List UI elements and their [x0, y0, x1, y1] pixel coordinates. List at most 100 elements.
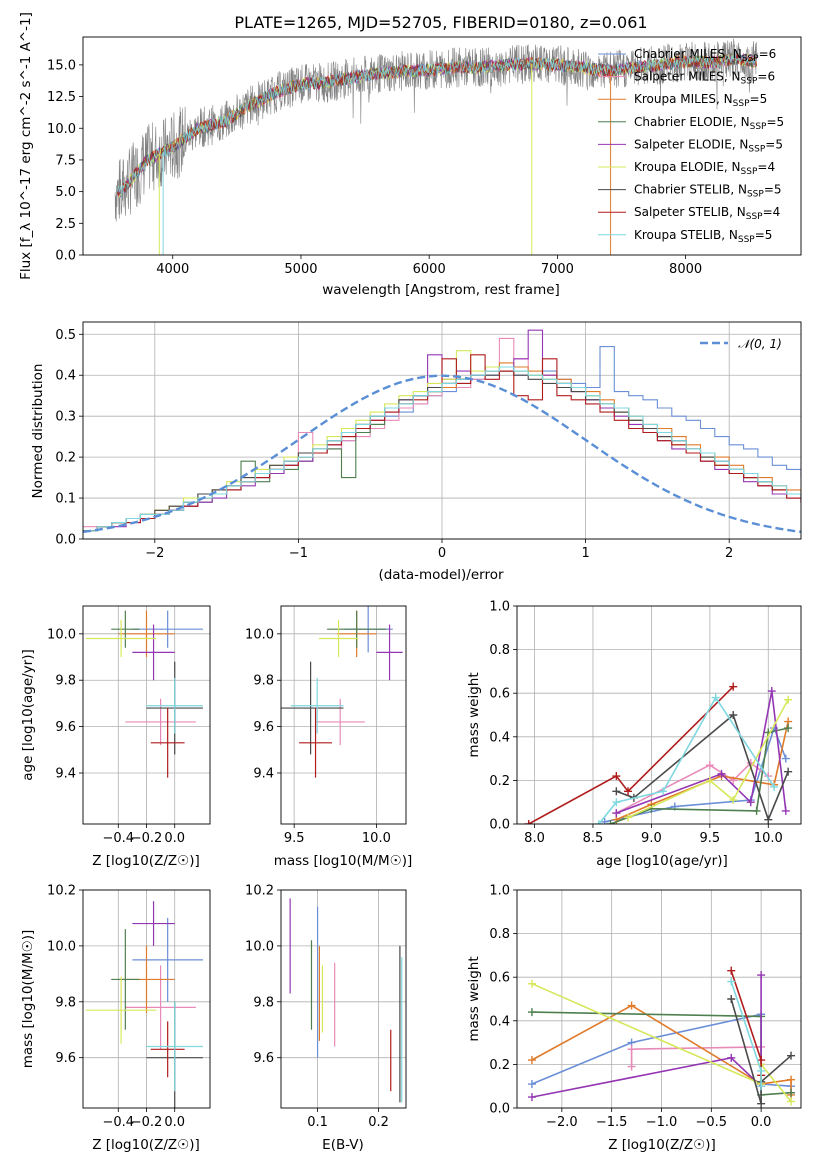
weight-vs-age-panel-marker-1-1 [705, 761, 714, 770]
weight-vs-z-panel-marker-7-1 [757, 1056, 766, 1065]
spectrum-panel-xtick-label-0: 4000 [156, 262, 189, 277]
weight-vs-z-panel-ytick-label-4: 0.8 [489, 927, 510, 942]
mass-vs-ebv-panel-xtick-label-1: 0.2 [368, 1115, 389, 1130]
mass-vs-z-panel-xtick-label-0: −0.4 [102, 1115, 134, 1130]
weight-vs-age-panel-marker-6-3 [764, 815, 773, 824]
age-vs-mass-panel-ytick-label-2: 9.8 [253, 674, 274, 689]
weight-vs-age-panel-marker-8-2 [659, 787, 668, 796]
weight-vs-z-panel-marker-5-0 [527, 979, 536, 988]
spectrum-panel-frame [82, 36, 802, 256]
residual-panel-xtick-label-4: 2 [725, 546, 733, 561]
mass-vs-z-ylabel: mass [log10(M/M☉)] [20, 930, 36, 1069]
residual-panel-ytick-label-1: 0.1 [55, 492, 76, 507]
weight-vs-z-panel-marker-3-0 [527, 1008, 536, 1017]
spectrum-plot-area [114, 38, 758, 255]
residual-panel-ytick-label-4: 0.4 [55, 369, 76, 384]
weight-vs-z-panel-marker-4-1 [727, 1053, 736, 1062]
weight-vs-z-panel-series-4 [531, 975, 762, 1098]
residual-panel-xtick-label-2: 0 [438, 546, 446, 561]
weight-vs-z-panel-ytick-label-3: 0.6 [489, 971, 510, 986]
legend-label-1: Salpeter MILES, NSSP=6 [634, 70, 775, 87]
spectrum-panel-ytick-label-5: 12.5 [47, 90, 76, 105]
weight-vs-z-panel-xtick-label-2: −1.0 [646, 1115, 678, 1130]
weight-vs-age-panel-marker-4-2 [746, 798, 755, 807]
weight-vs-age-panel-ytick-label-4: 0.8 [489, 643, 510, 658]
weight-vs-z-panel-marker-1-1 [627, 1045, 636, 1054]
age-vs-z-xlabel: Z [log10(Z/Z☉)] [92, 853, 200, 869]
weight-vs-age-panel-marker-0-0 [600, 817, 609, 824]
weight-vs-z-panel-marker-3-3 [787, 1088, 796, 1097]
weight-vs-z-panel-marker-8-2 [757, 1082, 766, 1091]
age-vs-mass-panel-frame [280, 605, 407, 825]
age-vs-mass-panel-ytick-label-0: 9.4 [253, 766, 274, 781]
spectrum-panel-xtick-label-1: 5000 [284, 262, 317, 277]
residual-ylabel: Normed distribution [30, 364, 46, 499]
weight-vs-age-panel-marker-5-2 [729, 796, 738, 805]
weight-vs-age-panel-marker-8-0 [594, 820, 603, 824]
weight-vs-age-panel-ytick-label-0: 0.0 [489, 818, 510, 833]
age-vs-z-panel-ytick-label-0: 9.4 [55, 766, 76, 781]
weight-vs-age-panel-marker-4-0 [612, 809, 621, 818]
weight-vs-z-panel-xtick-label-1: −1.5 [596, 1115, 628, 1130]
weight-vs-age-panel-marker-7-3 [729, 682, 738, 691]
spectrum-panel-xtick-label-4: 8000 [669, 262, 702, 277]
mass-vs-ebv-panel-ytick-label-1: 9.8 [253, 995, 274, 1010]
age-vs-z-panel-ytick-label-2: 9.8 [55, 674, 76, 689]
weight-vs-age-panel-marker-5-1 [705, 776, 714, 785]
mass-vs-ebv-panel-frame [280, 889, 407, 1109]
weight-vs-age-panel-plot-area [524, 682, 793, 824]
weight-vs-z-xlabel: Z [log10(Z/Z☉)] [608, 1137, 716, 1153]
age-vs-z-ylabel: age [log10(age/yr)] [20, 649, 36, 781]
mass-vs-ebv-panel-ytick-label-0: 9.6 [253, 1051, 274, 1066]
weight-vs-age-panel-frame [516, 605, 802, 825]
age-vs-z-panel-frame [82, 605, 211, 825]
mass-vs-z-panel-ytick-label-0: 9.6 [55, 1051, 76, 1066]
spectrum-ylabel: Flux [f_λ 10^-17 erg cm^-2 s^-1 A^-1] [18, 12, 34, 280]
mass-vs-z-panel-ytick-label-2: 10.0 [47, 939, 76, 954]
weight-vs-z-panel-marker-7-0 [727, 966, 736, 975]
mass-vs-z-panel-xtick-label-1: −0.2 [131, 1115, 163, 1130]
spectrum-panel-ytick-label-2: 5.0 [55, 185, 76, 200]
weight-vs-age-panel: 8.0 8.5 9.0 9.5 10.0 0.0 0.2 0.4 0.6 0.8 1.0 [489, 600, 801, 846]
weight-vs-z-panel: −2.0 −1.5 −1.0 −0.5 0.0 0.0 0.2 0.4 0.6 0.8 1.0 [489, 884, 801, 1130]
mass-vs-ebv-panel: 0.1 0.2 9.6 9.8 10.0 10.2 [245, 884, 406, 1130]
spectrum-panel-xtick-label-3: 7000 [541, 262, 574, 277]
weight-vs-age-panel-ytick-label-1: 0.2 [489, 774, 510, 789]
residual-panel-xtick-label-0: −2 [145, 546, 164, 561]
age-vs-z-panel-xtick-label-2: 0.0 [164, 831, 185, 846]
age-vs-z-panel-ytick-label-1: 9.6 [55, 720, 76, 735]
residual-panel-ytick-label-3: 0.3 [55, 410, 76, 425]
spectrum-model-line-7 [117, 54, 757, 197]
weight-vs-age-panel-marker-8-4 [770, 782, 779, 791]
histogram-6 [83, 370, 801, 532]
weight-vs-age-xlabel: age [log10(age/yr)] [596, 853, 728, 869]
weight-vs-age-panel-marker-6-4 [784, 767, 793, 776]
age-vs-mass-panel-plot-area [281, 606, 403, 778]
weight-vs-z-panel-series-8 [730, 981, 762, 1087]
residual-xlabel: (data-model)/error [378, 567, 504, 583]
weight-vs-age-panel-marker-7-0 [524, 820, 533, 824]
mass-vs-z-panel-xtick-label-2: 0.0 [164, 1115, 185, 1130]
weight-vs-age-panel-marker-7-1 [612, 772, 621, 781]
weight-vs-age-panel-marker-0-4 [781, 754, 790, 763]
weight-vs-age-panel-ytick-label-3: 0.6 [489, 687, 510, 702]
gaussian-legend-label: 𝒩(0, 1) [738, 337, 782, 351]
legend-label-4: Salpeter ELODIE, NSSP=5 [634, 137, 783, 154]
residual-panel-xtick-label-3: 1 [581, 546, 589, 561]
weight-vs-age-panel-xtick-label-0: 8.0 [524, 831, 545, 846]
mass-vs-z-panel-ytick-label-1: 9.8 [55, 995, 76, 1010]
weight-vs-z-panel-marker-2-1 [627, 1001, 636, 1010]
mass-vs-z-panel-plot-area [85, 901, 203, 1108]
weight-vs-z-panel-xtick-label-0: −2.0 [546, 1115, 578, 1130]
weight-vs-age-panel-xtick-label-1: 8.5 [583, 831, 604, 846]
residual-plot-area [83, 329, 801, 533]
weight-vs-z-panel-marker-6-3 [787, 1051, 796, 1060]
mass-vs-ebv-panel-ytick-label-2: 10.0 [245, 939, 274, 954]
age-vs-z-panel-xtick-label-0: −0.4 [102, 831, 134, 846]
mass-vs-z-panel-ytick-label-3: 10.2 [47, 884, 76, 899]
gaussian-curve [83, 374, 801, 533]
weight-vs-z-panel-ytick-label-1: 0.2 [489, 1058, 510, 1073]
weight-vs-age-panel-ytick-label-5: 1.0 [489, 600, 510, 615]
weight-vs-z-panel-marker-4-3 [757, 971, 766, 980]
